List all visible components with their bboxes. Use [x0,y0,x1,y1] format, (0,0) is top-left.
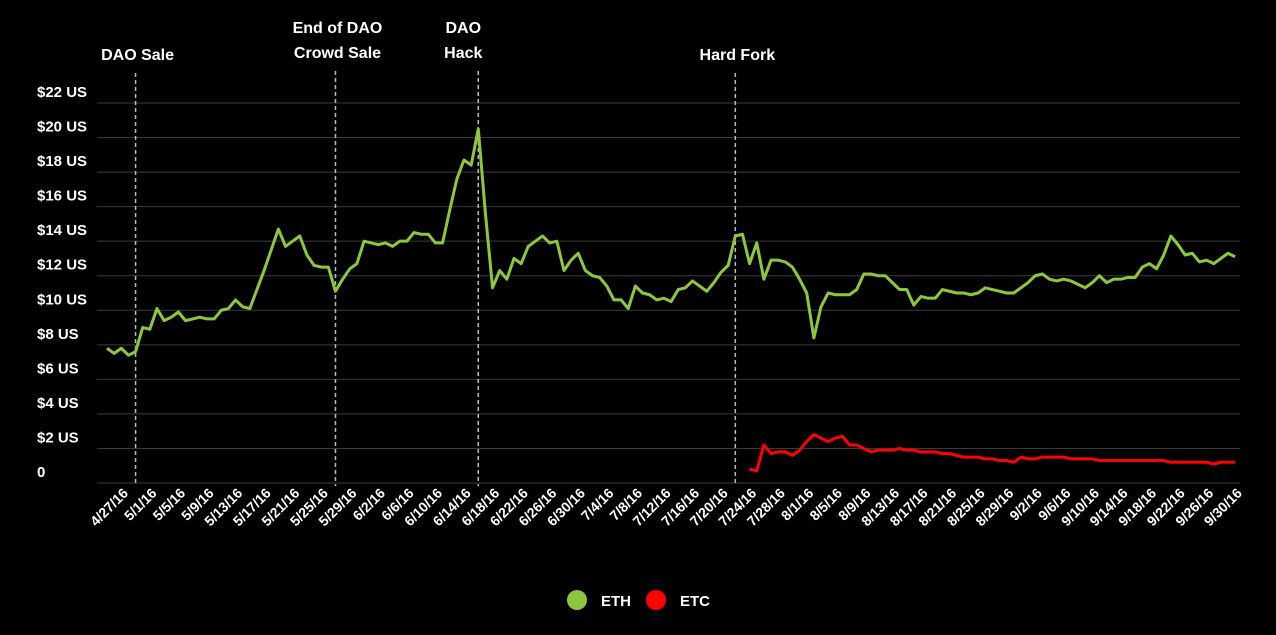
series-line [749,433,1236,473]
y-tick-label: 0 [37,464,45,481]
y-tick-label: $12 US [37,257,87,274]
y-tick-label: $22 US [37,84,87,101]
y-tick-label: $16 US [37,188,87,205]
annotation-label: DAO Sale [101,47,174,64]
annotation-label: DAO [445,20,481,37]
annotation-label: Crowd Sale [294,45,381,62]
y-tick-label: $14 US [37,222,87,239]
annotation-label: Hard Fork [700,47,776,64]
y-tick-label: $20 US [37,119,87,136]
annotation-label: End of DAO [293,20,383,37]
y-tick-label: $8 US [37,326,79,343]
annotation-label: Hack [444,45,482,62]
legend-swatch [567,590,587,610]
x-tick-label: 4/27/16 [87,485,131,529]
legend-swatch [646,590,666,610]
y-tick-label: $18 US [37,153,87,170]
legend-label: ETH [601,593,631,610]
legend-label: ETC [680,593,710,610]
y-tick-label: $6 US [37,360,79,377]
y-tick-label: $10 US [37,291,87,308]
series-line [106,127,1236,357]
y-tick-label: $2 US [37,429,79,446]
y-tick-label: $4 US [37,395,79,412]
